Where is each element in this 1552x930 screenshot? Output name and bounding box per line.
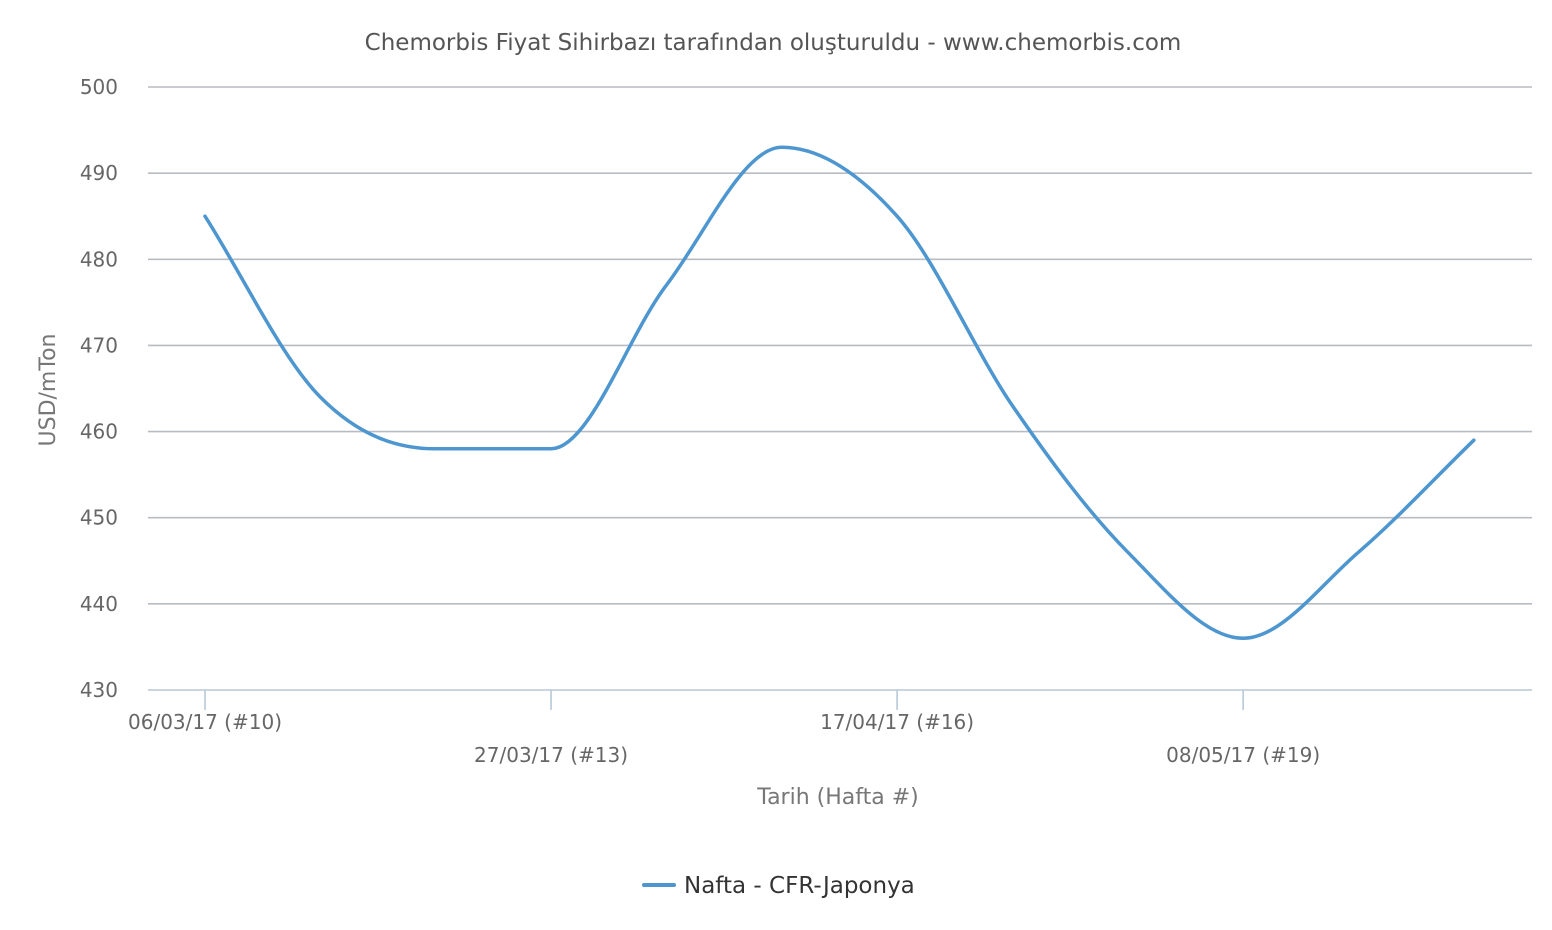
grid-lines xyxy=(148,86,1532,605)
y-tick-label: 470 xyxy=(80,333,118,357)
legend[interactable]: Nafta - CFR-Japonya xyxy=(642,873,915,899)
x-axis-ticks: 06/03/17 (#10) 27/03/17 (#13) 17/04/17 (#1… xyxy=(128,690,1320,767)
y-tick-label: 500 xyxy=(80,75,118,99)
series-group xyxy=(203,145,1476,641)
y-tick-label: 450 xyxy=(80,506,118,530)
x-tick-label: 17/04/17 (#16) xyxy=(820,710,974,734)
y-tick-label: 430 xyxy=(80,678,118,702)
legend-label: Nafta - CFR-Japonya xyxy=(684,873,915,899)
chart-title: Chemorbis Fiyat Sihirbazı tarafından olu… xyxy=(365,30,1182,56)
y-tick-label: 490 xyxy=(80,161,118,185)
x-tick-label: 27/03/17 (#13) xyxy=(474,743,628,767)
y-axis-ticks: 430 440 450 460 470 480 490 500 xyxy=(80,75,118,702)
x-axis-title: Tarih (Hafta #) xyxy=(756,785,918,810)
y-tick-label: 480 xyxy=(80,247,118,271)
y-tick-label: 440 xyxy=(80,592,118,616)
x-tick-label: 08/05/17 (#19) xyxy=(1166,743,1320,767)
y-tick-label: 460 xyxy=(80,420,118,444)
x-tick-label: 06/03/17 (#10) xyxy=(128,710,282,734)
series-line-0[interactable] xyxy=(203,145,1476,641)
y-axis-title: USD/mTon xyxy=(36,334,61,447)
